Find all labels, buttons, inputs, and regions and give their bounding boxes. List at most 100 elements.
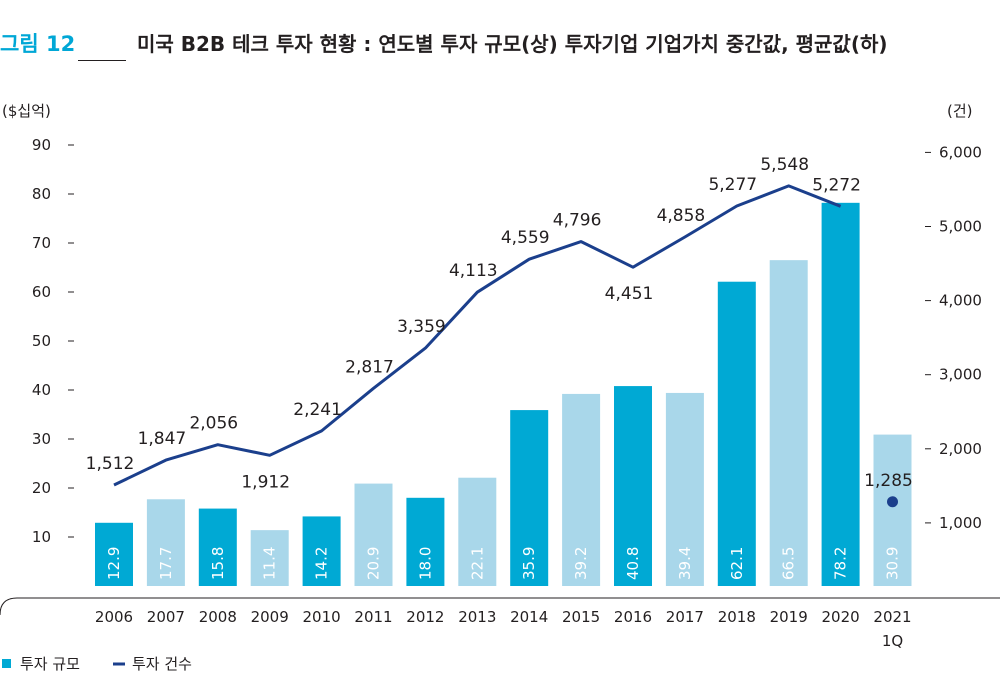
x-axis-label: 2006 xyxy=(95,608,133,626)
figure-label: 그림 12 xyxy=(0,32,76,56)
line-point-label: 1,285 xyxy=(864,471,913,491)
line-point-label: 1,912 xyxy=(241,472,290,492)
right-axis-tick-label: 1,000 xyxy=(939,514,982,532)
x-axis-label: 2012 xyxy=(406,608,444,626)
bar-value-label: 18.0 xyxy=(416,547,434,580)
line-point-label: 5,277 xyxy=(708,175,757,195)
left-axis-tick-label: 50 xyxy=(32,332,51,350)
bar-2007 xyxy=(146,499,185,586)
bar-2014 xyxy=(510,410,549,586)
line-point-label: 2,056 xyxy=(189,414,238,434)
left-axis-tick-label: 30 xyxy=(32,430,51,448)
legend-square-marker xyxy=(2,659,11,668)
bar-2020 xyxy=(821,202,860,586)
bar-2010 xyxy=(302,516,341,586)
left-y-axis: ($십억) 10 20 30 40 50 60 70 80 90 xyxy=(2,102,74,546)
bar-series: 12.9 17.7 15.8 11.4 14.2 20.9 18.0 22.1 35.9 39.2… xyxy=(95,202,912,586)
x-axis-label: 2017 xyxy=(666,608,704,626)
bar-value-label: 22.1 xyxy=(468,547,486,580)
bar-value-label: 78.2 xyxy=(832,547,850,580)
x-axis-label: 2007 xyxy=(147,608,185,626)
x-axis-label: 2014 xyxy=(510,608,548,626)
bar-value-label: 15.8 xyxy=(209,547,227,580)
bar-2006 xyxy=(95,522,133,586)
right-axis-tick-label: 6,000 xyxy=(939,143,982,161)
x-axis-label: 2015 xyxy=(562,608,600,626)
bar-2017 xyxy=(665,392,704,586)
line-point-label: 5,548 xyxy=(760,155,809,175)
bar-2008 xyxy=(198,508,237,586)
chart-frame xyxy=(0,597,1000,616)
figure-header: 그림 12 미국 B2B 테크 투자 현황 : 연도별 투자 규모(상) 투자기… xyxy=(0,14,1000,61)
left-axis-tick-label: 40 xyxy=(32,381,51,399)
bar-value-label: 40.8 xyxy=(624,547,642,580)
bar-value-label: 20.9 xyxy=(365,547,383,580)
right-axis-tick-label: 4,000 xyxy=(939,292,982,310)
left-axis-tick-label: 10 xyxy=(32,528,51,546)
chart-baseline xyxy=(0,597,1000,616)
line-point-label: 4,451 xyxy=(605,284,654,304)
bar-value-label: 35.9 xyxy=(520,547,538,580)
bar-2011 xyxy=(354,483,393,586)
line-point-label: 4,858 xyxy=(657,206,706,226)
bar-2013 xyxy=(458,477,497,586)
legend: 투자 규모 투자 건수 xyxy=(2,655,192,673)
bar-2009 xyxy=(250,530,289,586)
bar-value-label: 17.7 xyxy=(157,547,175,580)
left-axis-tick-label: 90 xyxy=(32,136,51,154)
bar-value-label: 62.1 xyxy=(728,547,746,580)
bar-value-label: 39.2 xyxy=(572,547,590,580)
left-axis-tick-label: 70 xyxy=(32,234,51,252)
figure-title: 미국 B2B 테크 투자 현황 : 연도별 투자 규모(상) 투자기업 기업가치… xyxy=(137,32,888,56)
line-point-label: 1,512 xyxy=(86,454,135,474)
right-axis-tick-label: 2,000 xyxy=(939,440,982,458)
x-axis-label: 2011 xyxy=(354,608,392,626)
line-point-label: 2,241 xyxy=(293,400,342,420)
bar-2015 xyxy=(562,393,601,586)
right-y-axis: (건) 1,000 2,000 3,000 4,000 5,000 6,000 xyxy=(925,102,982,532)
legend-label-line: 투자 건수 xyxy=(132,655,192,673)
figure-label-rule xyxy=(78,60,126,61)
bar-2012 xyxy=(406,497,445,586)
line-point-label: 1,847 xyxy=(138,429,187,449)
line-point-label: 2,817 xyxy=(345,357,394,377)
x-axis-label: 2008 xyxy=(199,608,237,626)
x-axis-label: 2019 xyxy=(770,608,808,626)
bar-value-label: 12.9 xyxy=(105,547,123,580)
right-axis-tick-label: 5,000 xyxy=(939,218,982,236)
right-axis-tick-label: 3,000 xyxy=(939,366,982,384)
left-axis-unit: ($십억) xyxy=(2,102,51,120)
legend-label-bars: 투자 규모 xyxy=(20,655,80,673)
left-axis-tick-label: 20 xyxy=(32,479,51,497)
x-axis: 2006 2007 2008 2009 2010 2011 2012 2013 2014 2015… xyxy=(95,608,912,650)
x-axis-label: 2020 xyxy=(822,608,860,626)
line-point-label: 4,113 xyxy=(449,261,498,281)
bar-value-label: 14.2 xyxy=(313,547,331,580)
line-point-label: 5,272 xyxy=(812,175,861,195)
line-point-label: 4,796 xyxy=(553,211,602,231)
x-axis-label: 2010 xyxy=(303,608,341,626)
x-axis-label: 1Q xyxy=(882,632,903,650)
bar-value-label: 66.5 xyxy=(780,547,798,580)
bar-2021 xyxy=(873,434,912,586)
x-axis-label: 2018 xyxy=(718,608,756,626)
left-axis-tick-label: 60 xyxy=(32,283,51,301)
line-point-label: 4,559 xyxy=(501,228,550,248)
investment-count-line xyxy=(113,184,842,487)
left-axis-tick-label: 80 xyxy=(32,185,51,203)
bar-2019 xyxy=(769,260,808,586)
bar-value-label: 39.4 xyxy=(676,547,694,580)
line-point-label: 3,359 xyxy=(397,317,446,337)
bar-value-label: 11.4 xyxy=(261,547,279,580)
last-point-marker xyxy=(887,496,898,508)
x-axis-label: 2013 xyxy=(458,608,496,626)
bar-value-label: 30.9 xyxy=(884,547,902,580)
right-axis-unit: (건) xyxy=(947,102,973,120)
x-axis-label: 2016 xyxy=(614,608,652,626)
x-axis-label: 2021 xyxy=(873,608,911,626)
bar-2016 xyxy=(614,386,652,586)
bar-2018 xyxy=(717,281,756,586)
x-axis-label: 2009 xyxy=(251,608,289,626)
